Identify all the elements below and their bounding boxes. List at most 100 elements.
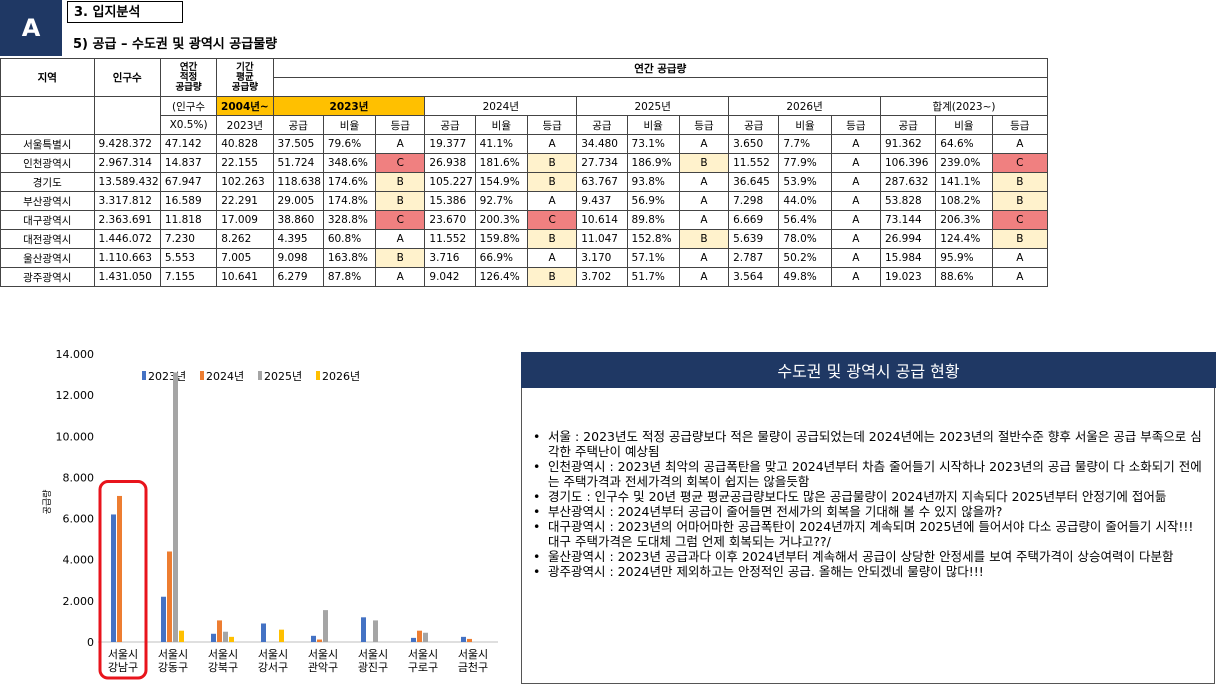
notes-list: • 서울 : 2023년도 적정 공급량보다 적은 물량이 공급되었는데 2024… — [527, 429, 1207, 579]
grade-cell: A — [526, 134, 578, 154]
grade-cell: A — [678, 191, 730, 211]
adequate-cell: 16.589 — [159, 191, 218, 211]
y-tick-label: 0 — [87, 636, 94, 649]
header-adequate-supply: 연간 적정 공급량 — [159, 58, 218, 97]
legend-swatch — [200, 371, 204, 380]
ratio-cell: 152.8% — [626, 229, 680, 249]
x-tick-label: 관악구 — [308, 661, 338, 674]
legend-label: 2024년 — [206, 370, 244, 383]
bar-2025년 — [323, 610, 328, 642]
supply-cell: 7.298 — [728, 191, 780, 211]
supply-cell: 3.564 — [728, 267, 780, 287]
table-row: 대구광역시 2.363.691 11.818 17.009 38.860 328.8% C 2… — [0, 210, 1049, 230]
x-tick-label: 서울시 — [208, 648, 238, 661]
ratio-cell: 56.9% — [626, 191, 680, 211]
bullet-icon: • — [533, 564, 541, 579]
x-tick-label: 강서구 — [258, 661, 288, 674]
bullet-icon: • — [533, 429, 541, 444]
supply-cell: 37.505 — [272, 134, 324, 154]
ratio-cell: 79.6% — [322, 134, 377, 154]
supply-cell: 23.670 — [424, 210, 476, 230]
region-cell: 인천광역시 — [0, 153, 95, 173]
subheader-grade: 등급 — [991, 115, 1049, 135]
supply-cell: 11.047 — [576, 229, 628, 249]
bar-2024년 — [117, 495, 122, 642]
table-row: 대전광역시 1.446.072 7.230 8.262 4.395 60.8% A 11.55… — [0, 229, 1049, 249]
grade-cell: A — [375, 229, 426, 249]
x-tick-label: 서울시 — [308, 648, 338, 661]
table-row: 서울특별시 9.428.372 47.142 40.828 37.505 79.6% A 19… — [0, 134, 1049, 154]
note-item: • 부산광역시 : 2024년부터 공급이 줄어들면 전세가의 회복을 기대해 볼… — [527, 504, 1207, 519]
table-row: 인천광역시 2.967.314 14.837 22.155 51.724 348.6% C 2… — [0, 153, 1049, 173]
note-item: • 대구광역시 : 2023년의 어마어마한 공급폭탄이 2024년까지 계속되며… — [527, 519, 1207, 549]
y-tick-label: 2.000 — [63, 595, 95, 608]
population-cell: 13.589.432 — [93, 172, 161, 192]
header-period-supply: 기간 평균 공급량 — [216, 58, 274, 97]
supply-cell: 27.734 — [576, 153, 628, 173]
note-text: 대구광역시 : 2023년의 어마어마한 공급폭탄이 2024년까지 계속되며 … — [548, 519, 1194, 549]
panel-title: 수도권 및 광역시 공급 현황 — [521, 352, 1216, 388]
grade-cell: A — [830, 229, 881, 249]
bar-2023년 — [411, 637, 416, 642]
grade-cell: B — [375, 172, 426, 192]
ratio-cell: 53.9% — [778, 172, 832, 192]
subheader-ratio: 비율 — [322, 115, 377, 135]
section-badge: A — [0, 0, 62, 56]
grade-cell: A — [830, 191, 881, 211]
bar-2023년 — [111, 514, 116, 642]
region-cell: 대전광역시 — [0, 229, 95, 249]
y-axis-label: 공급량 — [41, 490, 53, 515]
ratio-cell: 89.8% — [626, 210, 680, 230]
table-row: 광주광역시 1.431.050 7.155 10.641 6.279 87.8% A 9.04… — [0, 267, 1049, 287]
supply-cell: 3.716 — [424, 248, 476, 268]
subheader-supply: 공급 — [728, 115, 780, 135]
grade-cell: A — [991, 134, 1049, 154]
grade-cell: A — [375, 134, 426, 154]
grade-cell: B — [526, 229, 578, 249]
subheader-ratio: 비율 — [935, 115, 993, 135]
period-cell: 102.263 — [216, 172, 274, 192]
grade-cell: A — [678, 248, 730, 268]
note-item: • 경기도 : 인구수 및 20년 평균 평균공급량보다도 많은 공급물량이 20… — [527, 489, 1207, 504]
bar-2024년 — [317, 639, 322, 642]
population-cell: 3.317.812 — [93, 191, 161, 211]
period-cell: 17.009 — [216, 210, 274, 230]
ratio-cell: 126.4% — [474, 267, 528, 287]
supply-cell: 26.938 — [424, 153, 476, 173]
x-tick-label: 서울시 — [108, 648, 138, 661]
subheader-ratio: 비율 — [474, 115, 528, 135]
grade-cell: A — [830, 267, 881, 287]
ratio-cell: 174.8% — [322, 191, 377, 211]
header-region: 지역 — [0, 58, 95, 97]
page-subtitle: 5) 공급 – 수도권 및 광역시 공급물량 — [73, 37, 278, 52]
header-spacer — [272, 77, 1049, 97]
year-total: 합계(2023~) — [879, 96, 1049, 116]
supply-cell: 3.702 — [576, 267, 628, 287]
x-tick-label: 강동구 — [158, 661, 188, 674]
supply-cell: 38.860 — [272, 210, 324, 230]
grade-cell: A — [678, 172, 730, 192]
grade-cell: B — [678, 153, 730, 173]
supply-cell: 26.994 — [879, 229, 937, 249]
bullet-icon: • — [533, 489, 541, 504]
bar-2024년 — [167, 551, 172, 642]
x-tick-label: 강북구 — [208, 661, 238, 674]
highlight-box — [98, 480, 148, 680]
subheader-supply: 공급 — [879, 115, 937, 135]
grade-cell: A — [375, 267, 426, 287]
note-text: 울산광역시 : 2023년 공급과다 이후 2024년부터 계속해서 공급이 상… — [548, 549, 1174, 564]
grade-cell: B — [991, 172, 1049, 192]
bar-2025년 — [373, 620, 378, 642]
supply-cell: 287.632 — [879, 172, 937, 192]
note-item: • 광주광역시 : 2024년만 제외하고는 안정적인 공급. 올해는 안되겠네 … — [527, 564, 1207, 579]
header-period-sub1: 2004년~ — [216, 96, 274, 116]
subheader-ratio: 비율 — [626, 115, 680, 135]
grade-cell: A — [830, 153, 881, 173]
grade-cell: B — [375, 248, 426, 268]
note-item: • 인천광역시 : 2023년 최악의 공급폭탄을 맞고 2024년부터 차츰 줄… — [527, 459, 1207, 489]
note-item: • 울산광역시 : 2023년 공급과다 이후 2024년부터 계속해서 공급이 … — [527, 549, 1207, 564]
supply-cell: 3.170 — [576, 248, 628, 268]
ratio-cell: 73.1% — [626, 134, 680, 154]
ratio-cell: 78.0% — [778, 229, 832, 249]
note-text: 경기도 : 인구수 및 20년 평균 평균공급량보다도 많은 공급물량이 202… — [548, 489, 1167, 504]
